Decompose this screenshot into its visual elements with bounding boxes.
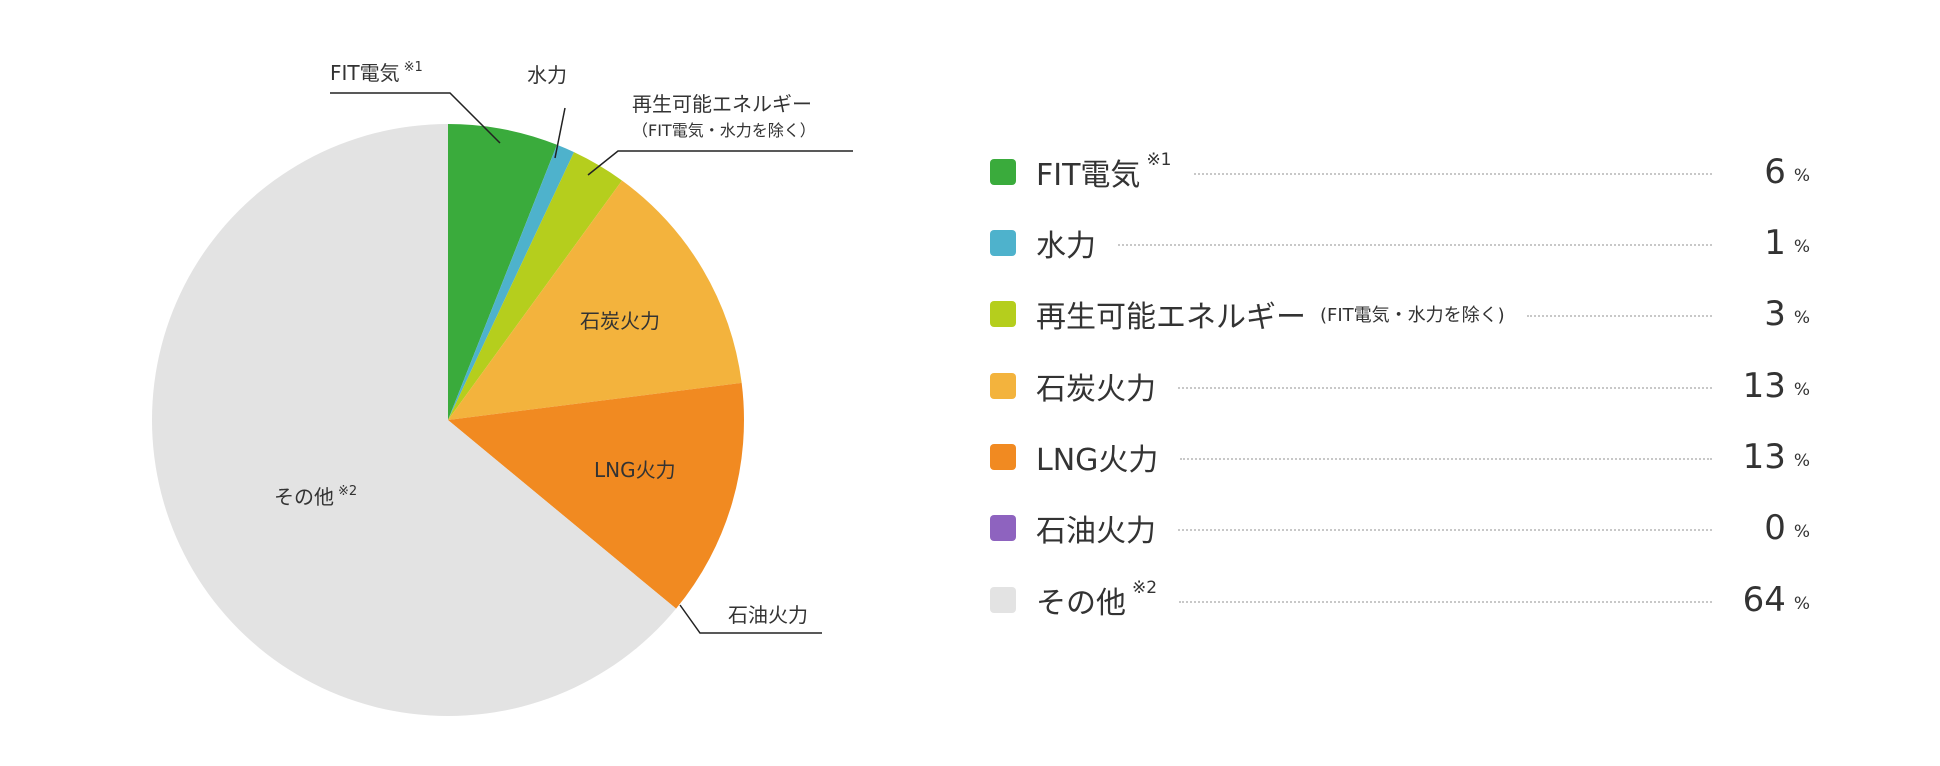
legend-label-other: その他	[1036, 586, 1126, 621]
legend-note-renewable: (FIT電気・水力を除く)	[1320, 305, 1505, 326]
legend-value-renewable: 3	[1764, 294, 1786, 334]
legend-row-renewable: 再生可能エネルギー (FIT電気・水力を除く) 3 %	[990, 289, 1810, 339]
label-oil: 石油火力	[728, 603, 808, 627]
legend-leader-dots	[1178, 529, 1712, 531]
legend-value-fit: 6	[1764, 152, 1786, 192]
pie-slices	[151, 124, 744, 717]
legend-unit: %	[1793, 451, 1810, 471]
legend-unit: %	[1793, 166, 1810, 186]
pie-slice-coal	[448, 180, 742, 420]
legend-note-fit: ※1	[1146, 150, 1172, 170]
legend-swatch-renewable	[990, 301, 1016, 327]
legend-swatch-oil	[990, 515, 1016, 541]
leader-line-renewable	[587, 150, 853, 176]
legend-label-oil: 石油火力	[1036, 514, 1156, 549]
legend-label-renewable: 再生可能エネルギー	[1036, 300, 1306, 335]
pie-slice-renewable	[448, 152, 622, 420]
legend-row-lng: LNG火力 13 %	[990, 432, 1810, 482]
legend-row-hydro: 水力 1 %	[990, 218, 1810, 268]
legend-swatch-coal	[990, 373, 1016, 399]
legend-value-other: 64	[1742, 580, 1786, 620]
pie-slice-fit	[448, 124, 557, 420]
legend-leader-dots	[1193, 173, 1712, 175]
legend-unit: %	[1793, 522, 1810, 542]
legend-unit: %	[1793, 237, 1810, 257]
legend-leader-dots	[1178, 387, 1712, 389]
legend-swatch-other	[990, 587, 1016, 613]
legend-swatch-fit	[990, 159, 1016, 185]
legend-value-hydro: 1	[1764, 223, 1786, 263]
label-renewable: 再生可能エネルギー	[632, 92, 812, 116]
label-lng: LNG火力	[594, 458, 676, 482]
pie-slice-other	[151, 124, 677, 717]
legend-leader-dots	[1180, 458, 1712, 460]
legend-value-lng: 13	[1742, 437, 1786, 477]
legend-leader-dots	[1179, 601, 1712, 603]
legend-value-oil: 0	[1764, 508, 1786, 548]
legend-swatch-lng	[990, 444, 1016, 470]
leader-line-oil	[679, 604, 822, 634]
pie-slice-hydro	[448, 144, 575, 420]
legend-unit: %	[1793, 308, 1810, 328]
legend-row-other: その他 ※2 64 %	[990, 575, 1810, 625]
legend-leader-dots	[1526, 315, 1712, 317]
pie-chart: FIT電気 ※1 水力 再生可能エネルギー （FIT電気・水力を除く） 石油火力 …	[151, 60, 853, 717]
legend-label-coal: 石炭火力	[1036, 372, 1156, 407]
label-fit: FIT電気 ※1	[330, 60, 423, 85]
leader-line-hydro	[554, 107, 566, 159]
legend-row-fit: FIT電気 ※1 6 %	[990, 147, 1810, 197]
label-other: その他 ※2	[274, 484, 357, 509]
legend-label-lng: LNG火力	[1036, 443, 1159, 478]
legend-swatch-hydro	[990, 230, 1016, 256]
legend-label-hydro: 水力	[1036, 229, 1096, 264]
label-hydro: 水力	[527, 63, 567, 87]
label-coal: 石炭火力	[580, 309, 660, 333]
leader-line-fit	[330, 92, 501, 144]
legend-unit: %	[1793, 380, 1810, 400]
pie-slice-lng	[448, 382, 744, 609]
label-renewable-note: （FIT電気・水力を除く）	[632, 121, 816, 140]
legend-unit: %	[1793, 594, 1810, 614]
legend-value-coal: 13	[1742, 366, 1786, 406]
legend-row-coal: 石炭火力 13 %	[990, 361, 1810, 411]
legend-note-other: ※2	[1132, 578, 1158, 598]
legend-row-oil: 石油火力 0 %	[990, 503, 1810, 553]
legend-label-fit: FIT電気	[1036, 158, 1141, 193]
legend-leader-dots	[1118, 244, 1712, 246]
